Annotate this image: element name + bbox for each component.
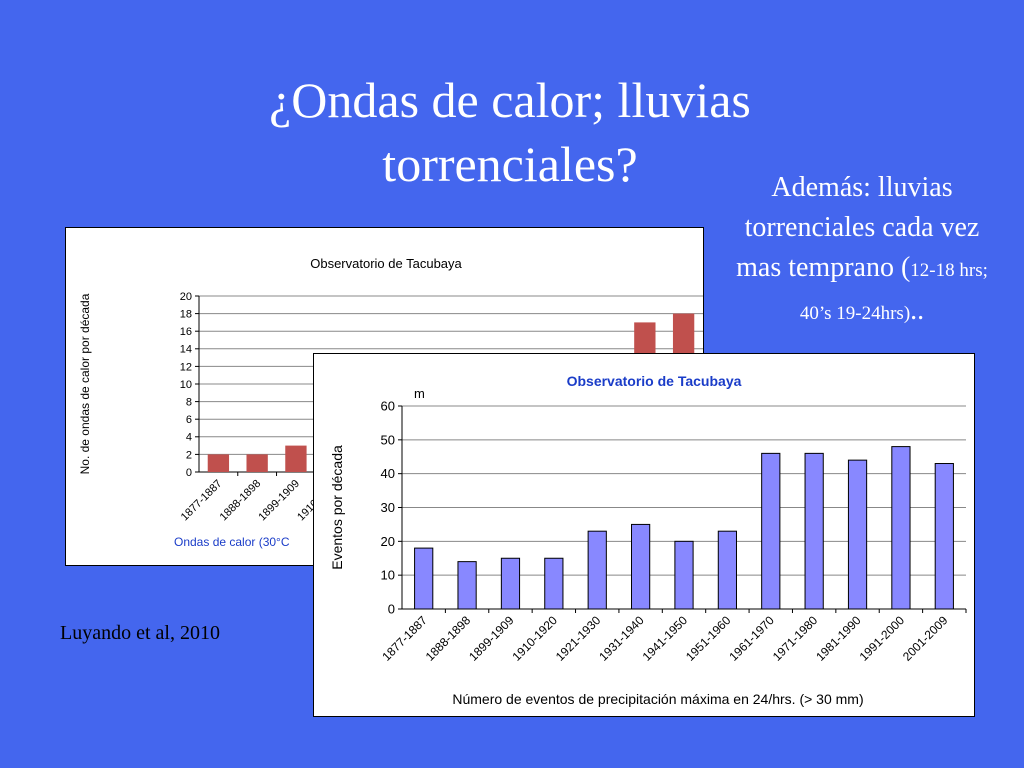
note-line-2: torrenciales cada vez	[744, 212, 980, 243]
rain-events-chart: Observatorio de Tacubaya m 0 10 20 30 40 50 60 18…	[329, 373, 967, 707]
citation: Luyando et al, 2010	[60, 622, 220, 644]
bar	[587, 530, 607, 610]
bar	[717, 530, 737, 610]
bar	[804, 452, 824, 610]
x-tick-label: 1931-1940	[596, 613, 647, 664]
title-line-2: torrenciales?	[382, 136, 638, 192]
bar	[761, 452, 781, 610]
y-tick-label: 10	[180, 379, 192, 391]
x-tick-label: 1941-1950	[640, 613, 691, 664]
y-axis-label: No. de ondas de calor por década	[78, 293, 92, 474]
x-tick-label: 1899-1909	[466, 613, 517, 664]
side-note: Además: lluvias torrenciales cada vez ma…	[700, 168, 1024, 334]
bar	[414, 547, 434, 610]
note-line-3-main: mas temprano (	[736, 252, 911, 283]
y-tick-label: 14	[180, 344, 192, 356]
y-tick-label: 0	[186, 467, 192, 479]
y-tick-label: 16	[180, 326, 192, 338]
y-tick-label: 2	[186, 449, 192, 461]
rain-events-chart-panel: Observatorio de Tacubaya m 0 10 20 30 40 50 60 18…	[313, 353, 975, 717]
y-axis-label: Eventos por década	[329, 445, 345, 570]
y-tick-label: 50	[381, 432, 395, 447]
x-tick-label: 1991-2000	[857, 613, 908, 664]
x-tick-label: 1888-1898	[218, 478, 264, 524]
note-line-4: 40’s 19-24hrs)..	[700, 291, 1024, 334]
bar	[246, 454, 268, 472]
bar	[891, 446, 911, 610]
slide-title: ¿Ondas de calor; lluvias torrenciales?	[150, 68, 870, 196]
x-tick-label: 2001-2009	[900, 613, 951, 664]
x-tick-label: 1981-1990	[813, 613, 864, 664]
y-tick-label: 60	[381, 399, 395, 414]
x-tick-label: 1971-1980	[770, 613, 821, 664]
y-tick-label: 30	[381, 500, 395, 515]
bar	[847, 459, 868, 610]
x-tick-label: 1877-1887	[179, 478, 225, 524]
bar	[500, 557, 521, 610]
y-tick-label: 6	[186, 414, 192, 426]
y-tick-label: 40	[381, 466, 395, 481]
title-line-1: ¿Ondas de calor; lluvias	[269, 72, 751, 128]
x-tick-label: 1899-1909	[256, 478, 302, 524]
bar	[544, 557, 564, 610]
x-tick-label: 1921-1930	[553, 613, 604, 664]
note-line-4-end: ..	[910, 295, 925, 326]
x-tick-label: 1951-1960	[683, 613, 734, 664]
bar	[631, 523, 651, 610]
y-tick-label: 0	[388, 602, 395, 617]
note-line-1: Además: lluvias	[771, 172, 953, 203]
chart-title: Observatorio de Tacubaya	[567, 373, 742, 389]
x-tick-label: 1961-1970	[726, 613, 777, 664]
bar	[934, 463, 954, 610]
bar	[207, 454, 230, 472]
note-line-4-small: 40’s 19-24hrs)	[799, 303, 911, 324]
y-tick-label: 10	[381, 568, 395, 583]
x-axis-label: Ondas de calor (30°C	[174, 535, 290, 549]
note-line-3-small: 12-18 hrs;	[910, 260, 988, 281]
y-tick-label: 20	[180, 291, 192, 303]
y-tick-label: 18	[180, 308, 192, 320]
y-tick-label: 12	[180, 361, 192, 373]
chart-title: Observatorio de Tacubaya	[310, 256, 462, 271]
x-axis-label: Número de eventos de precipitación máxim…	[452, 691, 863, 707]
note-line-3: mas temprano (12-18 hrs;	[700, 248, 1024, 291]
y-tick-label: 8	[186, 396, 192, 408]
bar	[457, 561, 477, 610]
x-tick-label: 1877-1887	[379, 613, 430, 664]
x-tick-label: 1910-1920	[509, 613, 560, 664]
y-tick-label: 4	[186, 432, 192, 444]
y-tick-label: 20	[381, 534, 395, 549]
bar	[674, 540, 694, 610]
bar	[285, 445, 307, 472]
unit-label: m	[414, 386, 425, 401]
x-tick-label: 1888-1898	[423, 613, 474, 664]
